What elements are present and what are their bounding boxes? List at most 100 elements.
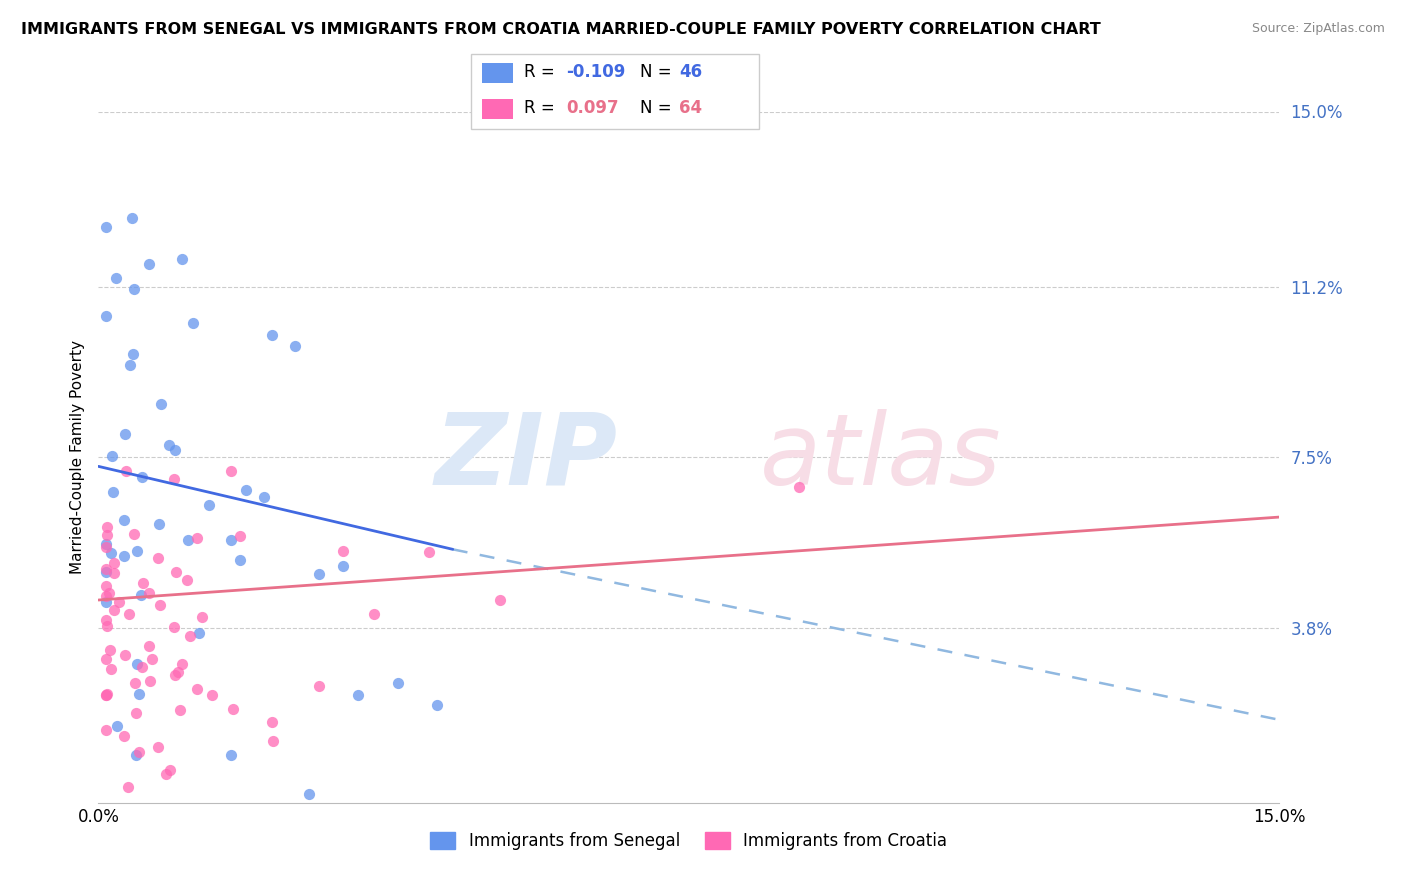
Point xyxy=(131,660,153,674)
Point xyxy=(219,464,242,478)
Point xyxy=(197,499,219,513)
Point xyxy=(96,618,118,632)
Point xyxy=(128,745,150,759)
Text: Source: ZipAtlas.com: Source: ZipAtlas.com xyxy=(1251,22,1385,36)
Point xyxy=(101,485,124,500)
Point xyxy=(97,585,120,599)
Point xyxy=(100,643,122,657)
Point xyxy=(96,652,118,666)
Point xyxy=(100,449,122,463)
Point xyxy=(103,603,125,617)
Point xyxy=(179,629,201,643)
Point xyxy=(129,588,152,602)
Point xyxy=(121,211,143,225)
Point xyxy=(112,549,135,564)
Point xyxy=(260,715,283,730)
Point xyxy=(124,747,146,762)
Point xyxy=(139,673,162,688)
Point xyxy=(229,553,252,567)
Point xyxy=(100,662,122,676)
Point xyxy=(181,316,204,330)
Point xyxy=(219,533,242,547)
Point xyxy=(96,589,118,603)
Point xyxy=(787,480,810,494)
Point xyxy=(229,528,252,542)
Point xyxy=(235,483,257,497)
Point xyxy=(96,687,118,701)
Point xyxy=(114,648,136,663)
Point xyxy=(138,639,160,653)
Point xyxy=(122,347,145,361)
Text: N =: N = xyxy=(640,63,676,81)
Point xyxy=(131,470,153,484)
Point xyxy=(332,559,354,574)
Point xyxy=(96,219,118,234)
Point xyxy=(120,358,142,372)
Point xyxy=(117,780,139,794)
Point xyxy=(146,550,169,565)
Point xyxy=(170,657,193,672)
Point xyxy=(125,657,148,672)
Point xyxy=(190,609,212,624)
Point xyxy=(201,688,224,702)
Point xyxy=(177,533,200,547)
Text: IMMIGRANTS FROM SENEGAL VS IMMIGRANTS FROM CROATIA MARRIED-COUPLE FAMILY POVERTY: IMMIGRANTS FROM SENEGAL VS IMMIGRANTS FR… xyxy=(21,22,1101,37)
Point xyxy=(128,687,150,701)
Point xyxy=(148,517,170,532)
Point xyxy=(308,679,330,693)
Point xyxy=(159,763,181,777)
Point xyxy=(96,594,118,608)
Point xyxy=(163,620,186,634)
Point xyxy=(176,574,198,588)
Point xyxy=(166,665,188,679)
Point xyxy=(96,688,118,702)
Point xyxy=(222,702,245,716)
Point xyxy=(96,562,118,576)
Point xyxy=(108,595,131,609)
Point xyxy=(100,546,122,560)
Point xyxy=(114,426,136,441)
Text: N =: N = xyxy=(640,99,676,117)
Point xyxy=(163,442,186,457)
Point xyxy=(96,565,118,579)
Point xyxy=(284,339,307,353)
Point xyxy=(165,566,187,580)
Point xyxy=(96,309,118,323)
Y-axis label: Married-Couple Family Poverty: Married-Couple Family Poverty xyxy=(69,340,84,574)
Point xyxy=(186,682,208,697)
Point xyxy=(125,544,148,558)
Point xyxy=(96,613,118,627)
Point xyxy=(332,544,354,558)
Point xyxy=(125,706,148,721)
Point xyxy=(308,567,330,582)
Point xyxy=(112,513,135,527)
Text: R =: R = xyxy=(524,99,561,117)
Point xyxy=(387,675,409,690)
Text: -0.109: -0.109 xyxy=(567,63,626,81)
Point xyxy=(112,729,135,743)
Point xyxy=(155,766,177,780)
Point xyxy=(131,575,153,590)
Point xyxy=(96,537,118,551)
Point xyxy=(96,723,118,738)
Point xyxy=(298,787,321,801)
Point xyxy=(96,527,118,541)
Point xyxy=(426,698,449,712)
Point xyxy=(187,625,209,640)
Point xyxy=(103,557,125,571)
Text: ZIP: ZIP xyxy=(434,409,619,506)
Point xyxy=(124,676,146,690)
Point xyxy=(150,397,173,411)
Point xyxy=(260,328,283,343)
Point xyxy=(262,734,284,748)
Point xyxy=(163,667,186,681)
Point xyxy=(104,270,127,285)
Point xyxy=(363,607,385,622)
Text: 64: 64 xyxy=(679,99,702,117)
Point xyxy=(115,464,138,478)
Point xyxy=(219,748,242,763)
Point xyxy=(96,540,118,554)
Point xyxy=(149,598,172,612)
Legend: Immigrants from Senegal, Immigrants from Croatia: Immigrants from Senegal, Immigrants from… xyxy=(423,825,955,856)
Text: atlas: atlas xyxy=(759,409,1001,506)
